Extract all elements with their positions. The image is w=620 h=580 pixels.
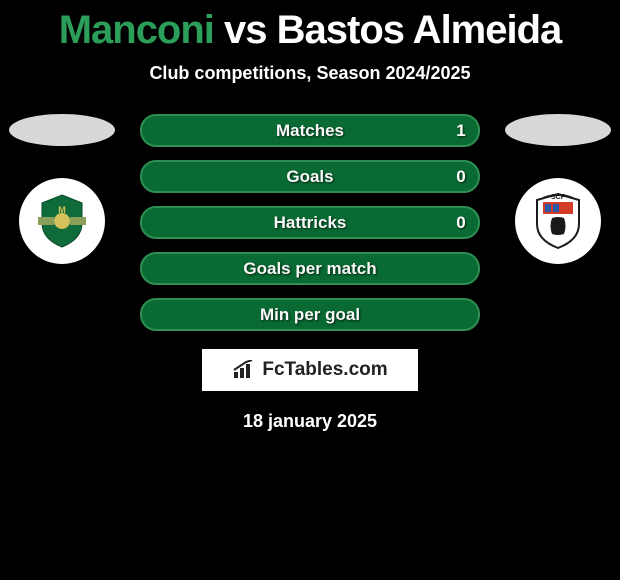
svg-text:SCF: SCF xyxy=(551,194,566,201)
right-player-col: SCF xyxy=(498,114,618,264)
stat-label: Hattricks xyxy=(176,213,444,233)
main-layout: M Matches 1 Goals 0 Hattricks 0 Goals pe… xyxy=(0,114,620,331)
brand-text: FcTables.com xyxy=(262,359,387,381)
player2-name: Bastos Almeida xyxy=(277,8,562,52)
subtitle: Club competitions, Season 2024/2025 xyxy=(0,63,620,84)
stat-label: Matches xyxy=(176,121,444,141)
comparison-title: Manconi vs Bastos Almeida xyxy=(0,0,620,57)
left-player-col: M xyxy=(2,114,122,264)
stat-row: Matches 1 xyxy=(140,114,480,147)
stat-label: Goals xyxy=(176,167,444,187)
player2-club-logo: SCF xyxy=(515,178,601,264)
player1-club-logo: M xyxy=(19,178,105,264)
stat-right-value: 0 xyxy=(444,167,478,187)
player1-photo-placeholder xyxy=(9,114,115,146)
stats-column: Matches 1 Goals 0 Hattricks 0 Goals per … xyxy=(140,114,480,331)
player1-name: Manconi xyxy=(59,8,214,52)
bar-chart-icon xyxy=(232,360,256,380)
stat-label: Goals per match xyxy=(176,259,444,279)
stat-row: Goals per match xyxy=(140,252,480,285)
svg-text:M: M xyxy=(58,205,66,215)
stat-label: Min per goal xyxy=(176,305,444,325)
brand-badge: FcTables.com xyxy=(202,349,418,391)
shield-icon: M xyxy=(32,191,92,251)
shield-icon: SCF xyxy=(525,188,591,254)
stat-right-value: 0 xyxy=(444,213,478,233)
stat-right-value: 1 xyxy=(444,121,478,141)
vs-separator: vs xyxy=(224,8,267,52)
date-label: 18 january 2025 xyxy=(0,411,620,432)
stat-row: Goals 0 xyxy=(140,160,480,193)
player2-photo-placeholder xyxy=(505,114,611,146)
stat-row: Hattricks 0 xyxy=(140,206,480,239)
stat-row: Min per goal xyxy=(140,298,480,331)
